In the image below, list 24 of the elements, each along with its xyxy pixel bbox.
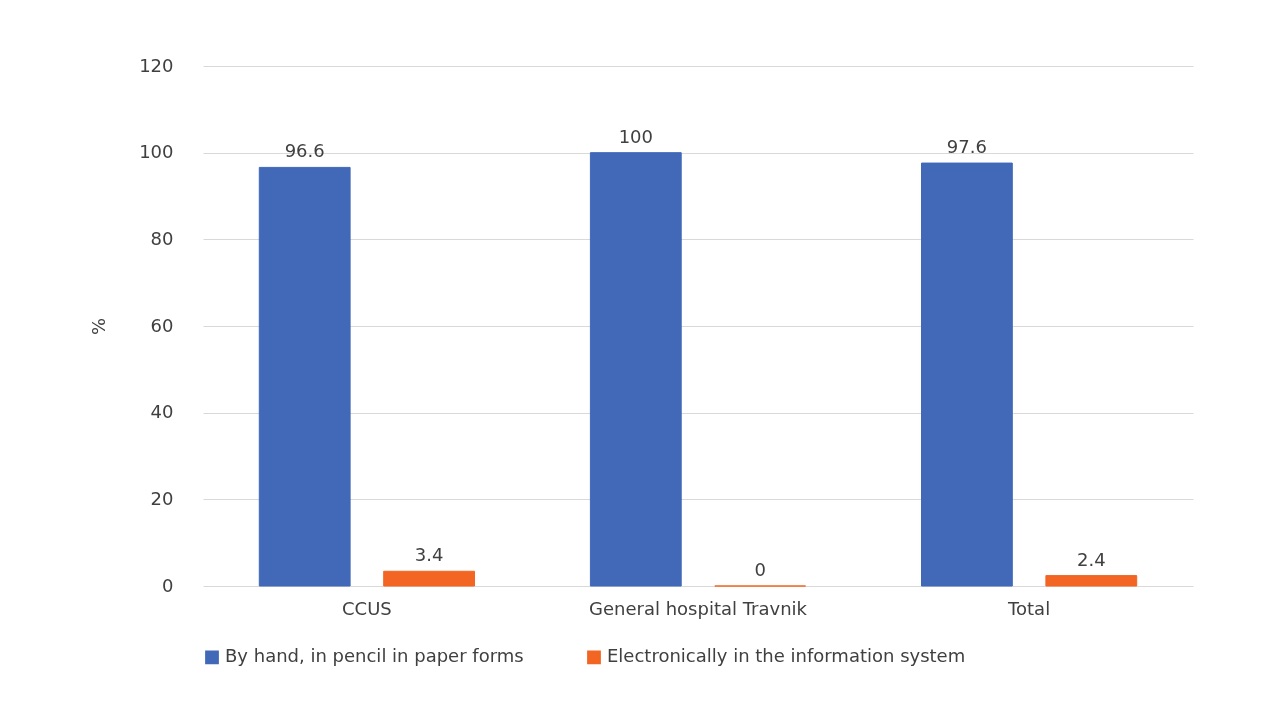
- y-tick-label: 20: [150, 487, 174, 509]
- legend-label: By hand, in pencil in paper forms: [225, 645, 524, 667]
- y-tick-label: 40: [150, 401, 174, 423]
- y-tick-label: 80: [150, 227, 174, 249]
- x-tick-label: Total: [1007, 597, 1051, 619]
- y-tick-label: 120: [139, 54, 174, 76]
- y-tick-label: 100: [139, 141, 174, 163]
- data-label: 2.4: [1076, 548, 1106, 570]
- bar: [383, 570, 476, 587]
- bar: [920, 162, 1013, 587]
- y-axis-title: %: [88, 317, 110, 336]
- data-label: 97.6: [946, 136, 987, 158]
- y-tick-label: 60: [150, 314, 174, 336]
- x-tick-label: CCUS: [342, 597, 392, 619]
- bar: [1045, 575, 1138, 587]
- legend-label: Electronically in the information system: [607, 645, 966, 667]
- data-label: 100: [618, 125, 653, 147]
- x-tick-label: General hospital Travnik: [589, 597, 808, 619]
- data-label: 0: [754, 559, 766, 580]
- data-label: 96.6: [284, 140, 325, 162]
- y-tick-label: 0: [162, 574, 174, 596]
- bar: [589, 152, 682, 587]
- bar: [258, 166, 351, 587]
- data-label: 3.4: [414, 544, 444, 566]
